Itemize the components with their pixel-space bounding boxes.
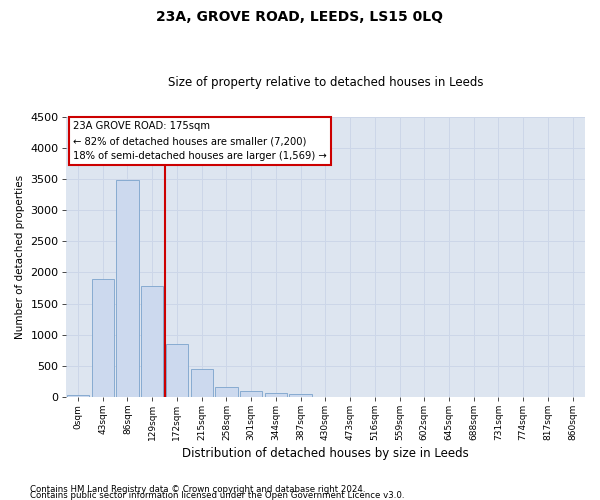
Y-axis label: Number of detached properties: Number of detached properties [15,175,25,339]
Bar [240,391,262,396]
Text: 23A, GROVE ROAD, LEEDS, LS15 0LQ: 23A, GROVE ROAD, LEEDS, LS15 0LQ [157,10,443,24]
Bar [116,180,139,396]
Bar [265,392,287,396]
X-axis label: Distribution of detached houses by size in Leeds: Distribution of detached houses by size … [182,447,469,460]
Text: Contains public sector information licensed under the Open Government Licence v3: Contains public sector information licen… [30,490,404,500]
Title: Size of property relative to detached houses in Leeds: Size of property relative to detached ho… [167,76,483,90]
Bar [215,387,238,396]
Bar [67,395,89,396]
Bar [191,369,213,396]
Text: 23A GROVE ROAD: 175sqm
← 82% of detached houses are smaller (7,200)
18% of semi-: 23A GROVE ROAD: 175sqm ← 82% of detached… [73,122,327,161]
Text: Contains HM Land Registry data © Crown copyright and database right 2024.: Contains HM Land Registry data © Crown c… [30,484,365,494]
Bar [289,394,312,396]
Bar [141,286,163,397]
Bar [92,278,114,396]
Bar [166,344,188,397]
